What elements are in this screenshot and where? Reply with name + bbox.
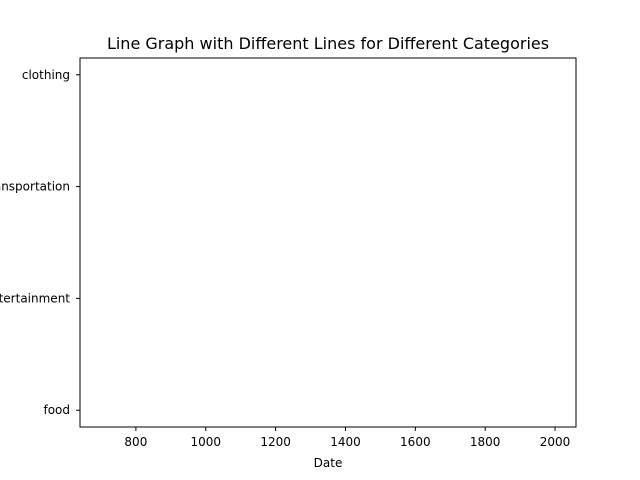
x-axis: 800 1000 1200 1400 1600 1800 2000 <box>124 427 570 449</box>
x-tick-label: 1200 <box>260 435 291 449</box>
y-tick-label: entertainment <box>0 291 70 305</box>
x-tick-label: 1800 <box>470 435 501 449</box>
y-tick-label: clothing <box>22 68 70 82</box>
x-axis-label: Date <box>314 456 343 470</box>
x-tick-label: 1600 <box>400 435 431 449</box>
plot-area <box>79 57 577 428</box>
y-tick-label: transportation <box>0 180 70 194</box>
y-axis: food entertainment transportation clothing <box>0 68 80 417</box>
x-tick-label: 800 <box>124 435 147 449</box>
x-tick-label: 1400 <box>330 435 361 449</box>
y-tick-label: food <box>43 403 70 417</box>
x-tick-label: 2000 <box>540 435 571 449</box>
x-tick-label: 1000 <box>190 435 221 449</box>
chart-title: Line Graph with Different Lines for Diff… <box>107 34 549 53</box>
